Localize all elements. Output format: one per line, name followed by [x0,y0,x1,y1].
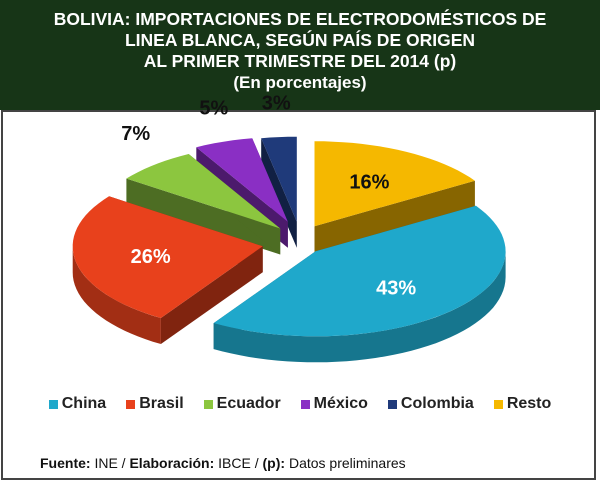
legend-label: Colombia [400,395,474,412]
preliminary-label: (p): [262,455,286,471]
legend-item-ecuador: Ecuador [203,395,281,413]
elaboracion-value: IBCE / [218,455,259,471]
data-label-mexico: 5% [199,98,228,120]
title-line-1: BOLIVIA: IMPORTACIONES DE ELECTRODOMÉSTI… [53,9,547,29]
fuente-label: Fuente: [40,455,91,471]
slice-side-china [213,251,506,363]
elaboracion-label: Elaboración: [129,455,215,471]
legend-item-china: China [48,395,107,413]
data-label-brasil: 26% [131,246,171,268]
legend-item-resto: Resto [493,395,552,413]
legend-swatch [300,399,310,409]
data-label-resto: 16% [349,172,389,194]
slice-resto [314,141,475,227]
slice-brasil [72,196,263,318]
legend-label: Ecuador [216,395,281,412]
slice-wall-brasil [160,246,263,344]
legend-label: Resto [506,395,552,412]
legend-swatch [387,399,397,409]
slice-colombia [261,136,297,222]
data-label-ecuador: 7% [121,123,150,145]
legend: China Brasil Ecuador México Colombia Resto [40,395,560,413]
legend-label: Brasil [139,395,184,412]
legend-label: China [61,395,107,412]
legend-swatch [126,399,136,409]
preliminary-value: Datos preliminares [288,455,406,471]
data-label-colombia: 3% [262,92,291,114]
slice-wall-resto [314,180,475,253]
slice-side-brasil [72,246,161,344]
title-line-3: AL PRIMER TRIMESTRE DEL 2014 (p) [143,51,457,71]
chart-title: BOLIVIA: IMPORTACIONES DE ELECTRODOMÉSTI… [0,0,600,110]
chart-subtitle: (En porcentajes) [233,73,367,92]
legend-label: México [313,395,368,412]
legend-item-mexico: México [300,395,368,413]
slice-ecuador [126,154,281,229]
slice-wall-ecuador [126,178,281,255]
source-footer: Fuente: INE / Elaboración: IBCE / (p): D… [40,455,406,471]
legend-item-colombia: Colombia [387,395,474,413]
legend-swatch [48,399,58,409]
legend-item-brasil: Brasil [126,395,184,413]
legend-swatch [203,399,213,409]
fuente-value: INE / [94,455,126,471]
title-line-2: LINEA BLANCA, SEGÚN PAÍS DE ORIGEN [124,30,476,50]
legend-swatch [493,399,503,409]
data-label-china: 43% [376,277,416,299]
slice-mexico [196,138,288,222]
slice-wall-colombia [261,138,297,248]
slice-china [213,205,506,337]
